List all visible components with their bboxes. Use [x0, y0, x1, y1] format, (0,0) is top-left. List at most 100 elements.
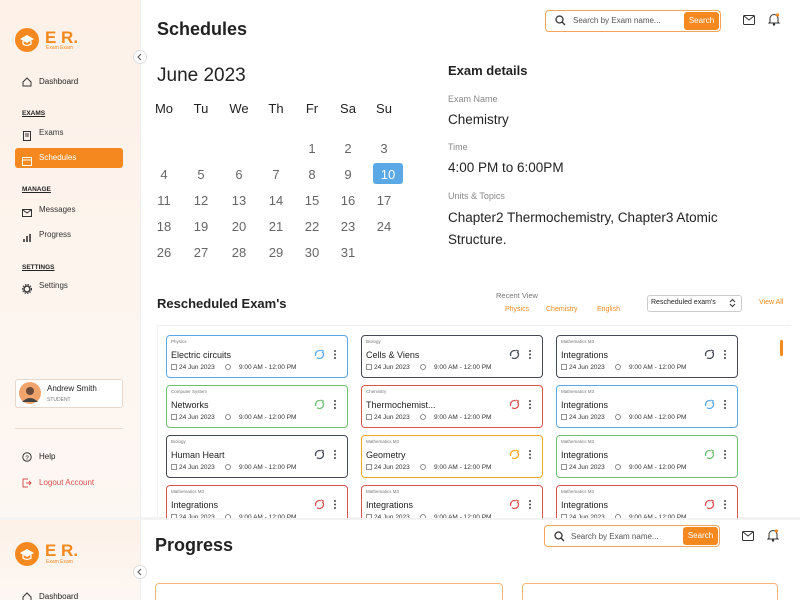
exam-card[interactable]: Physics Electric circuits 24 Jun 2023 9:… — [166, 335, 348, 378]
exam-card[interactable]: Biology Cells & Viens 24 Jun 2023 9:00 A… — [361, 335, 543, 378]
filter-tab[interactable]: English — [597, 306, 620, 313]
exam-card[interactable]: Mathematics M3 Integrations 24 Jun 2023 … — [556, 335, 738, 378]
search-button[interactable]: Search — [683, 527, 718, 545]
icon-bell[interactable] — [767, 529, 779, 542]
icon-kebab[interactable] — [723, 499, 727, 510]
nav-link[interactable]: Progress — [39, 230, 72, 239]
icon-kebab[interactable] — [528, 449, 532, 460]
exam-card[interactable]: Mathematics M3 Integrations 24 Jun 2023 … — [361, 485, 543, 518]
search-button[interactable]: Search — [684, 12, 719, 30]
details-value: 4:00 PM to 6:00PM — [448, 160, 564, 175]
exam-card[interactable]: Mathematics M3 Integrations 24 Jun 2023 … — [166, 485, 348, 518]
icon-mail[interactable] — [742, 531, 754, 541]
calendar-day[interactable]: 17 — [376, 193, 392, 208]
calendar-day[interactable]: 23 — [340, 219, 356, 234]
calendar-day[interactable]: 2 — [344, 141, 352, 156]
icon-reschedule[interactable] — [509, 449, 520, 460]
collapse-button[interactable] — [133, 565, 147, 579]
nav-link[interactable]: Messages — [39, 205, 76, 214]
exam-card[interactable]: Mathematics M3 Geometry 24 Jun 2023 9:00… — [361, 435, 543, 478]
icon-reschedule[interactable] — [314, 349, 325, 360]
calendar-day[interactable]: 16 — [340, 193, 356, 208]
search-box[interactable] — [544, 525, 720, 547]
calendar-day[interactable]: 19 — [193, 219, 209, 234]
calendar-day[interactable]: 10 — [380, 167, 396, 182]
calendar-day[interactable]: 8 — [308, 167, 316, 182]
icon-kebab[interactable] — [528, 399, 532, 410]
icon-bell[interactable] — [768, 13, 780, 26]
icon-logout — [22, 478, 32, 488]
icon-kebab[interactable] — [723, 399, 727, 410]
card-time: 9:00 AM - 12:00 PM — [434, 514, 492, 518]
icon-kebab[interactable] — [723, 449, 727, 460]
filter-tab[interactable]: Chemistry — [546, 306, 578, 313]
calendar-day[interactable]: 22 — [304, 219, 320, 234]
icon-reschedule[interactable] — [314, 399, 325, 410]
icon-clock — [225, 364, 231, 370]
icon-reschedule[interactable] — [704, 449, 715, 460]
calendar-day[interactable]: 4 — [160, 167, 168, 182]
logout-link[interactable]: Logout Account — [39, 478, 95, 487]
calendar-day[interactable]: 5 — [197, 167, 205, 182]
icon-kebab[interactable] — [333, 399, 337, 410]
filter-select[interactable] — [647, 295, 742, 312]
scrollbar[interactable] — [780, 340, 783, 356]
icon-reschedule[interactable] — [509, 349, 520, 360]
icon-mail[interactable] — [743, 15, 755, 25]
icon-reschedule[interactable] — [509, 399, 520, 410]
icon-kebab[interactable] — [333, 499, 337, 510]
exam-card[interactable]: Biology Human Heart 24 Jun 2023 9:00 AM … — [166, 435, 348, 478]
search-box[interactable] — [545, 10, 721, 32]
icon-kebab[interactable] — [528, 349, 532, 360]
icon-reschedule[interactable] — [314, 449, 325, 460]
collapse-button[interactable] — [133, 50, 147, 64]
nav-icon-svg — [22, 157, 32, 166]
divider — [15, 428, 123, 429]
calendar-day[interactable]: 12 — [193, 193, 209, 208]
calendar-day[interactable]: 21 — [268, 219, 284, 234]
icon-kebab[interactable] — [723, 349, 727, 360]
help-link[interactable]: Help — [39, 452, 56, 461]
exam-card[interactable]: Computer System Networks 24 Jun 2023 9:0… — [166, 385, 348, 428]
view-all-link[interactable]: View All — [759, 299, 784, 306]
icon-search — [555, 15, 566, 26]
calendar-day[interactable]: 18 — [156, 219, 172, 234]
calendar-day[interactable]: 3 — [380, 141, 388, 156]
icon-reschedule[interactable] — [704, 349, 715, 360]
nav-link[interactable]: Dashboard — [39, 77, 79, 86]
icon-reschedule[interactable] — [509, 499, 520, 510]
calendar-day[interactable]: 6 — [235, 167, 243, 182]
icon-kebab[interactable] — [333, 349, 337, 360]
calendar-day[interactable]: 20 — [231, 219, 247, 234]
filter-tab[interactable]: Physics — [505, 306, 530, 313]
icon-kebab[interactable] — [528, 499, 532, 510]
nav-link[interactable]: Settings — [39, 281, 68, 290]
exam-card[interactable]: Mathematics M3 Integrations 24 Jun 2023 … — [556, 485, 738, 518]
exam-card[interactable]: Mathematics M3 Integrations 24 Jun 2023 … — [556, 435, 738, 478]
icon-reschedule[interactable] — [314, 499, 325, 510]
nav-link[interactable]: Dashboard — [39, 592, 79, 600]
calendar-day[interactable]: 29 — [268, 245, 284, 260]
calendar-day[interactable]: 24 — [376, 219, 392, 234]
calendar-day[interactable]: 1 — [308, 141, 316, 156]
calendar-day[interactable]: 31 — [340, 245, 356, 260]
exam-card[interactable]: Chemistry Thermochemist... 24 Jun 2023 9… — [361, 385, 543, 428]
calendar-day[interactable]: 27 — [193, 245, 209, 260]
calendar-day[interactable]: 9 — [344, 167, 352, 182]
calendar-day[interactable]: 28 — [231, 245, 247, 260]
calendar-day[interactable]: 13 — [231, 193, 247, 208]
calendar-day[interactable]: 7 — [272, 167, 280, 182]
calendar-day[interactable]: 14 — [268, 193, 284, 208]
calendar-day[interactable]: 26 — [156, 245, 172, 260]
nav-link[interactable]: Exams — [39, 128, 64, 137]
icon-kebab[interactable] — [333, 449, 337, 460]
card-subject: Mathematics M3 — [561, 489, 595, 494]
icon-reschedule[interactable] — [704, 499, 715, 510]
calendar-month: June 2023 — [157, 65, 246, 86]
calendar-day[interactable]: 15 — [304, 193, 320, 208]
nav-link[interactable]: Schedules — [39, 153, 77, 162]
exam-card[interactable]: Mathematics M3 Integrations 24 Jun 2023 … — [556, 385, 738, 428]
calendar-day[interactable]: 30 — [304, 245, 320, 260]
calendar-day[interactable]: 11 — [157, 193, 171, 208]
icon-reschedule[interactable] — [704, 399, 715, 410]
